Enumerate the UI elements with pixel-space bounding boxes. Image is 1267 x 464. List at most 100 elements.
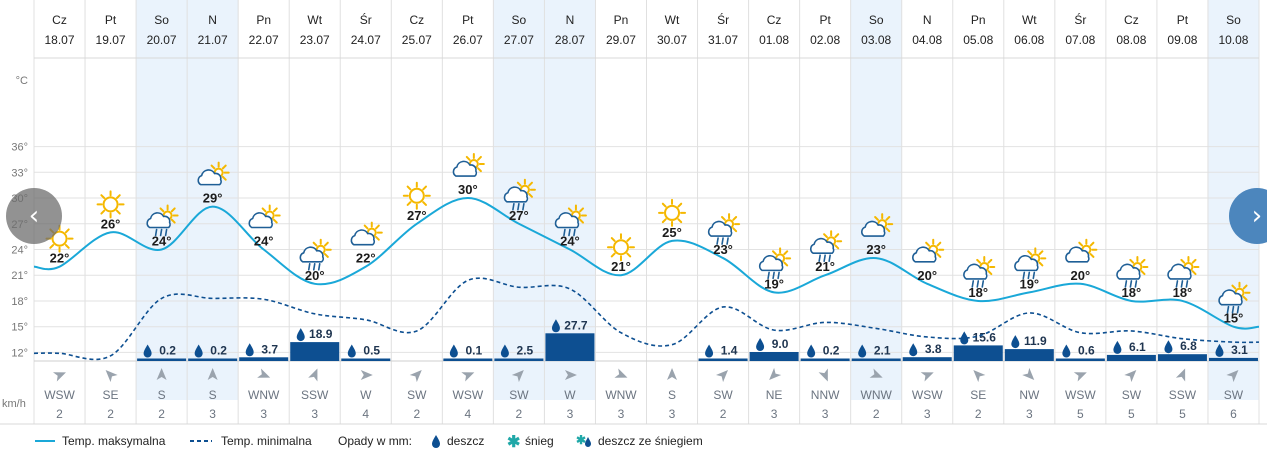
wind-speed: 3	[924, 407, 931, 421]
cloud-shape	[1218, 289, 1243, 306]
wind-direction: NE	[766, 388, 783, 402]
precip-bar	[1004, 349, 1054, 361]
precip-value: 6.8	[1180, 339, 1197, 353]
rain-streak	[828, 254, 831, 263]
sun-ray	[312, 241, 318, 247]
wind-direction: WSW	[1065, 388, 1096, 402]
wind-arrow-icon	[920, 372, 934, 382]
wind-speed: 2	[720, 407, 727, 421]
day-date: 26.07	[453, 33, 483, 47]
legend-rain-label: deszcz	[447, 434, 484, 448]
sun-ray	[783, 250, 789, 256]
sun-disc	[664, 204, 681, 221]
rain-streak	[721, 237, 724, 245]
rain-streak	[1180, 280, 1184, 288]
wind-speed: 2	[107, 407, 114, 421]
max-temp-line	[33, 197, 1260, 330]
precip-value: 11.9	[1024, 334, 1047, 348]
wind-direction: SW	[1122, 388, 1142, 402]
wind-speed: 3	[669, 407, 676, 421]
rain-streak	[164, 228, 168, 237]
wind-direction: WSW	[453, 388, 484, 402]
day-date: 02.08	[810, 33, 840, 47]
wind-arrow-icon	[1226, 370, 1239, 383]
wind-direction: NNW	[811, 388, 840, 402]
sun-cloud-icon	[197, 161, 230, 186]
y-tick-label: 15°	[11, 322, 28, 334]
day-name: Pt	[1177, 13, 1189, 27]
sun-ray	[1191, 270, 1197, 276]
sun-ray	[732, 216, 738, 221]
rain-streak	[522, 202, 525, 211]
sun-ray	[610, 237, 616, 242]
sun-cloud-rain-icon	[503, 178, 536, 211]
wind-direction: SW	[713, 388, 733, 402]
precip-value: 1.4	[721, 344, 738, 358]
day-name: N	[566, 13, 575, 27]
precip-value: 3.7	[261, 342, 278, 356]
sun-ray	[170, 218, 176, 224]
day-date: 18.07	[45, 33, 75, 47]
precip-bar	[749, 352, 799, 361]
legend-min-label: Temp. minimalna	[221, 434, 312, 448]
sun-ray	[1180, 258, 1186, 264]
rain-streak	[976, 280, 980, 288]
previous-days-button[interactable]: ‹	[6, 188, 62, 244]
day-date: 22.07	[249, 33, 279, 47]
wind-speed: 5	[1077, 407, 1084, 421]
sun-cloud-rain-icon	[554, 204, 587, 237]
rain-streak	[1022, 271, 1026, 280]
max-temp-value: 29°	[203, 191, 223, 206]
sun-cloud-rain-icon	[146, 204, 179, 237]
sun-ray	[422, 185, 428, 191]
day-date: 27.07	[504, 33, 534, 47]
wind-arrow-icon	[769, 367, 782, 380]
precip-value: 0.1	[466, 344, 483, 358]
wind-speed: 3	[260, 407, 267, 421]
day-name: Cz	[1124, 13, 1139, 27]
day-name: So	[1226, 13, 1241, 27]
wind-speed: 2	[56, 407, 63, 421]
rain-drop-icon	[551, 319, 560, 333]
day-date: 23.07	[300, 33, 330, 47]
rain-streak	[159, 228, 163, 237]
sun-ray	[1191, 258, 1197, 264]
max-temp-value: 22°	[356, 251, 376, 266]
cloud-shape	[146, 212, 171, 229]
sun-ray	[170, 207, 176, 213]
rain-streak	[1032, 271, 1036, 280]
precip-bar	[494, 358, 544, 361]
wind-direction: W	[360, 388, 372, 402]
wind-arrow-icon	[1124, 370, 1137, 383]
day-name: Śr	[717, 12, 729, 27]
sun-ray	[323, 253, 329, 258]
sun-ray	[115, 194, 121, 199]
sun-ray	[834, 244, 840, 250]
sun-ray	[936, 253, 942, 258]
rain-streak	[823, 254, 826, 263]
rain-streak	[1226, 305, 1230, 314]
day-name: Wt	[1022, 13, 1037, 27]
day-date: 03.08	[861, 33, 891, 47]
sun-cloud-rain-icon	[1014, 247, 1047, 280]
sun-ray	[272, 207, 278, 213]
next-days-button[interactable]: ›	[1229, 188, 1267, 244]
day-name: So	[154, 13, 169, 27]
day-name: Pn	[971, 13, 986, 27]
day-name: N	[923, 13, 932, 27]
max-temp-value: 18°	[968, 285, 988, 300]
max-temp-value: 30°	[458, 182, 478, 197]
precip-bar	[902, 357, 952, 361]
wind-direction: W	[564, 388, 576, 402]
precip-bar	[851, 358, 901, 361]
day-date: 09.08	[1167, 33, 1197, 47]
sun-disc	[102, 196, 119, 213]
max-temp-value: 26°	[101, 216, 121, 231]
sun-ray	[406, 185, 412, 191]
wind-direction: S	[209, 388, 217, 402]
sun-ray	[272, 218, 278, 224]
sun-icon	[402, 181, 431, 210]
precip-value: 0.6	[1078, 344, 1095, 358]
legend: Temp. maksymalna Temp. minimalna Opady w…	[35, 433, 703, 451]
